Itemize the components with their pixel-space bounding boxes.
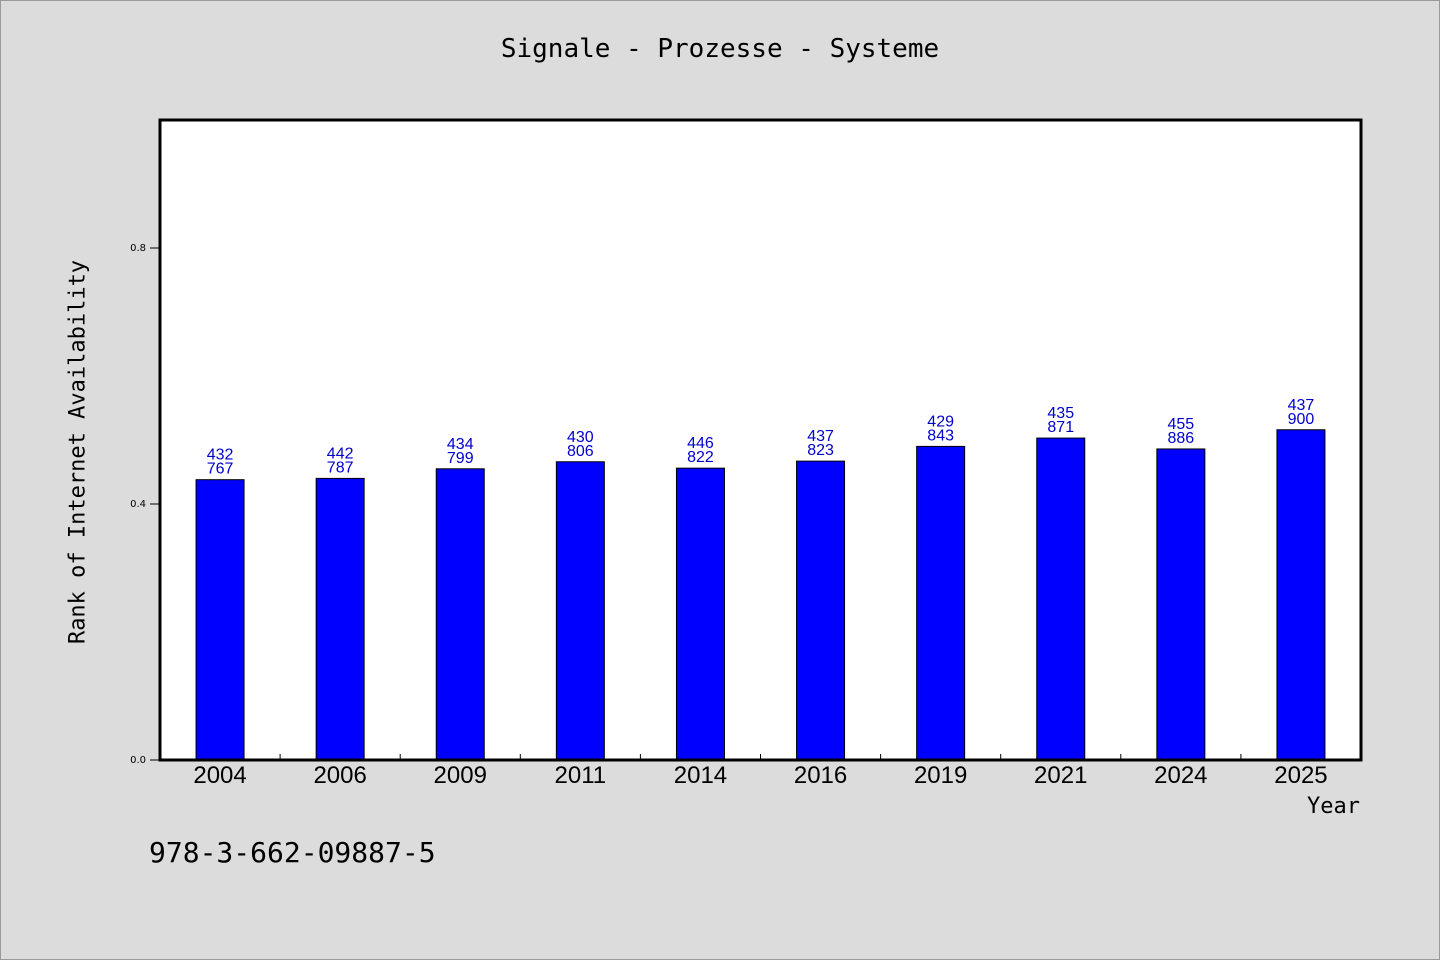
x-tick-label-2016: 2016 (794, 762, 847, 789)
bar-2009 (435, 468, 485, 761)
bar-label-bottom-2016: 823 (807, 442, 834, 459)
bar-label-bottom-2021: 871 (1047, 419, 1074, 436)
bar-label-bottom-2014: 822 (687, 449, 714, 466)
x-tick-label-2025: 2025 (1274, 762, 1327, 789)
bar-2019 (916, 445, 966, 761)
bar-label-bottom-2011: 806 (567, 443, 594, 460)
ticks-layer: 2004 2006 2009 2011 2014 2016 2019 2021 2024 2025… (130, 243, 1328, 789)
bar-label-top-2009: 434 (447, 436, 474, 453)
x-tick-label-2014: 2014 (674, 762, 727, 789)
x-tick-label-2006: 2006 (313, 762, 366, 789)
x-tick-label-2024: 2024 (1154, 762, 1207, 789)
bar-2004 (195, 479, 245, 761)
bar-label-top-2016: 437 (807, 428, 834, 445)
bar-label-bottom-2019: 843 (927, 427, 954, 444)
x-tick-label-2019: 2019 (914, 762, 967, 789)
bar-2006 (315, 477, 365, 761)
bar-label-top-2014: 446 (687, 435, 714, 452)
bar-label-bottom-2024: 886 (1167, 430, 1194, 447)
bar-label-bottom-2004: 767 (207, 461, 234, 478)
bar-label-top-2011: 430 (567, 429, 594, 446)
bar-2011 (555, 461, 605, 761)
bar-label-top-2006: 442 (327, 445, 354, 462)
x-axis-label: Year (1307, 794, 1360, 819)
bar-label-top-2025: 437 (1288, 397, 1315, 414)
bar-label-top-2004: 432 (207, 447, 234, 464)
bar-label-top-2024: 455 (1167, 416, 1194, 433)
y-tick-label-0.4: 0.4 (130, 499, 146, 510)
bar-2024 (1156, 448, 1206, 761)
bar-label-top-2021: 435 (1047, 405, 1074, 422)
chart-title: Signale - Prozesse - Systeme (500, 34, 940, 64)
bar-2021 (1036, 437, 1086, 761)
bar-2016 (796, 460, 846, 761)
x-tick-label-2004: 2004 (193, 762, 246, 789)
footer-code: 978-3-662-09887-5 (149, 836, 436, 869)
x-tick-label-2021: 2021 (1034, 762, 1087, 789)
bar-label-top-2019: 429 (927, 413, 954, 430)
bar-label-bottom-2006: 787 (327, 459, 354, 476)
bar-label-bottom-2025: 900 (1288, 411, 1315, 428)
bar-2014 (675, 467, 725, 761)
x-tick-label-2009: 2009 (434, 762, 487, 789)
bar-label-bottom-2009: 799 (447, 450, 474, 467)
y-tick-label-0.0: 0.0 (130, 755, 146, 766)
y-tick-label-0.8: 0.8 (130, 243, 146, 254)
x-tick-label-2011: 2011 (555, 762, 607, 789)
bar-2025 (1276, 429, 1326, 761)
plot-border (158, 118, 1363, 762)
